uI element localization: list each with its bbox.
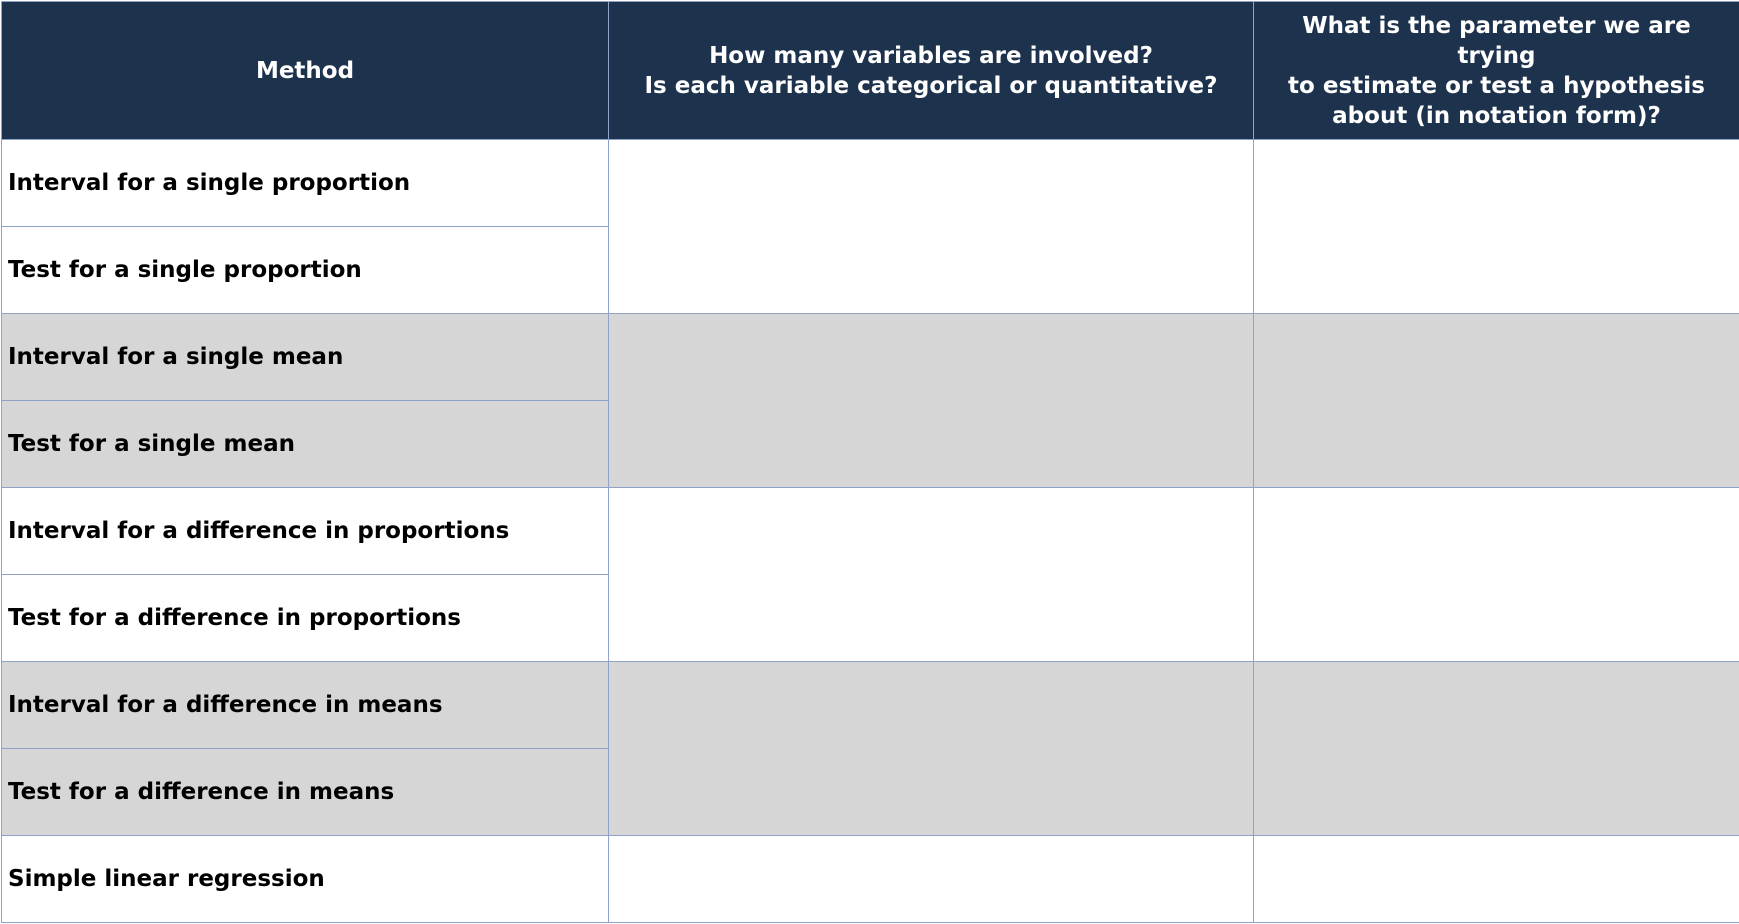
header-parameter-line-2: to estimate or test a hypothesis: [1288, 72, 1705, 99]
header-parameter: What is the parameter we are trying to e…: [1253, 1, 1739, 140]
variables-cell[interactable]: [608, 487, 1254, 662]
header-parameter-line-1: What is the parameter we are trying: [1302, 12, 1691, 69]
table-row: Test for a single mean: [1, 400, 1739, 488]
table-row: Interval for a difference in means: [1, 661, 1739, 836]
parameter-cell[interactable]: [1253, 139, 1739, 314]
table-header: Method How many variables are involved? …: [1, 1, 1739, 140]
table-row: Interval for a single mean: [1, 313, 1739, 488]
table-body: Interval for a single proportion Test fo…: [1, 139, 1739, 923]
table-row: Interval for a difference in proportions: [1, 487, 1739, 662]
variables-cell[interactable]: [608, 835, 1254, 923]
variables-cell[interactable]: [608, 139, 1254, 314]
header-parameter-line-3: about (in notation form)?: [1332, 102, 1661, 129]
method-cell: Simple linear regression: [1, 835, 609, 923]
header-row: Method How many variables are involved? …: [1, 1, 1739, 140]
method-cell: Test for a difference in means: [1, 748, 609, 836]
parameter-cell[interactable]: [1253, 661, 1739, 836]
parameter-cell[interactable]: [1253, 835, 1739, 923]
header-method-label: Method: [255, 57, 355, 84]
header-variables: How many variables are involved? Is each…: [608, 1, 1254, 140]
table-row: Simple linear regression: [1, 835, 1739, 923]
table-row: Test for a single proportion: [1, 226, 1739, 314]
variables-cell[interactable]: [608, 661, 1254, 836]
parameter-cell[interactable]: [1253, 487, 1739, 662]
header-variables-line-2: Is each variable categorical or quantita…: [644, 72, 1218, 99]
method-cell: Interval for a difference in proportions: [1, 487, 609, 575]
method-cell: Test for a difference in proportions: [1, 574, 609, 662]
header-variables-line-1: How many variables are involved?: [709, 42, 1153, 69]
table-row: Test for a difference in means: [1, 748, 1739, 836]
method-cell: Interval for a difference in means: [1, 661, 609, 749]
parameter-cell[interactable]: [1253, 313, 1739, 488]
method-cell: Interval for a single mean: [1, 313, 609, 401]
method-cell: Interval for a single proportion: [1, 139, 609, 227]
variables-cell[interactable]: [608, 313, 1254, 488]
method-cell: Test for a single mean: [1, 400, 609, 488]
header-method: Method: [1, 1, 609, 140]
method-cell: Test for a single proportion: [1, 226, 609, 314]
table-row: Interval for a single proportion: [1, 139, 1739, 314]
